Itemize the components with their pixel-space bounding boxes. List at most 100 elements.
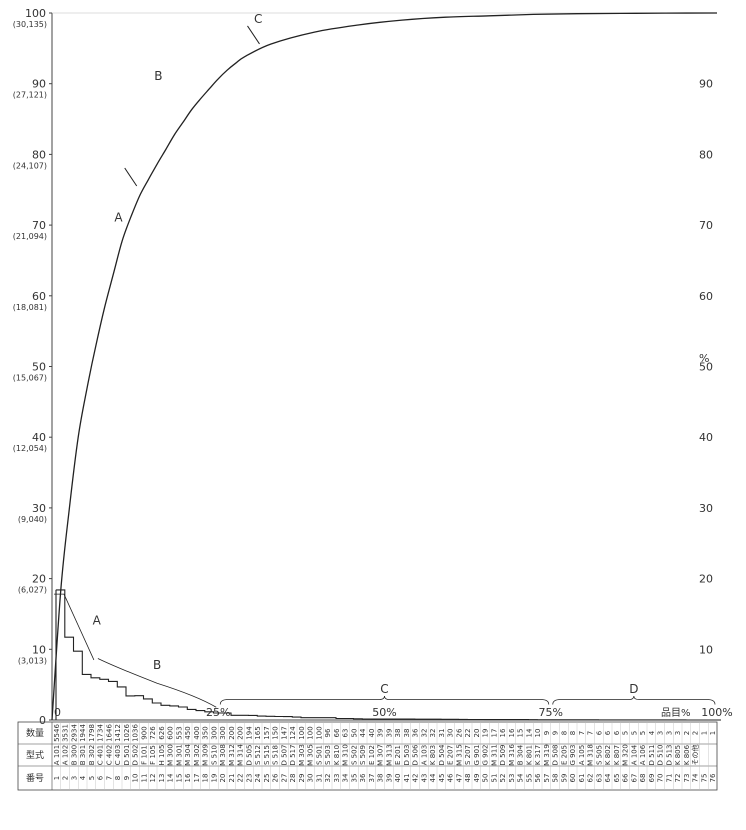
table-model: D 506 xyxy=(412,744,420,766)
y-tick-sublabel: (18,081) xyxy=(13,303,47,312)
table-model: G 901 xyxy=(473,744,481,765)
chart-axes xyxy=(51,12,717,721)
table-number: 15 xyxy=(175,774,183,783)
table-row-label: 型式 xyxy=(26,749,44,761)
individual-bars xyxy=(55,589,721,721)
table-number: 60 xyxy=(569,774,577,783)
table-model: E 201 xyxy=(394,745,402,765)
table-number: 27 xyxy=(280,774,288,783)
table-model: K 805 xyxy=(674,745,682,765)
table-number: 2 xyxy=(62,776,70,780)
table-number: 1 xyxy=(53,776,61,780)
y-tick-label-right: 90 xyxy=(699,78,713,91)
y-tick-label: 0 xyxy=(39,714,46,727)
table-model: M 312 xyxy=(228,744,236,766)
y-tick-label-right: 40 xyxy=(699,431,713,444)
y-tick-label-right: 10 xyxy=(699,643,713,656)
table-quantity: 553 xyxy=(175,726,183,739)
y-tick-sublabel: (30,135) xyxy=(13,20,47,29)
table-number: 10 xyxy=(132,774,140,783)
table-number: 74 xyxy=(692,773,700,782)
bar-group-brace xyxy=(97,658,217,708)
table-number: 37 xyxy=(368,774,376,783)
table-quantity: 157 xyxy=(263,726,271,739)
curve-divider xyxy=(247,25,260,45)
y-tick-label: 40 xyxy=(32,431,46,444)
table-model: A 104 xyxy=(630,744,638,765)
table-number: 4 xyxy=(79,775,87,780)
x-tick-label: 50% xyxy=(372,706,396,719)
table-number: 38 xyxy=(377,774,385,783)
table-quantity: 5 xyxy=(639,731,647,735)
table-model: K 810 xyxy=(333,745,341,765)
table-number: 67 xyxy=(630,774,638,783)
y-tick-label: 10 xyxy=(32,643,46,656)
table-model: A 103 xyxy=(420,745,428,765)
table-quantity: 3 xyxy=(665,731,673,735)
table-number: 36 xyxy=(359,773,367,782)
y-axis-label-right: % xyxy=(699,352,709,365)
table-number: 50 xyxy=(482,774,490,783)
table-model: M 310 xyxy=(342,744,350,766)
table-model: E 205 xyxy=(560,745,568,765)
table-model: K 801 xyxy=(525,745,533,765)
table-model: F 105 xyxy=(149,745,157,765)
table-quantity: 1 xyxy=(700,731,708,735)
y-tick-sublabel: (24,107) xyxy=(13,161,47,170)
table-model: D 502 xyxy=(132,745,140,766)
table-model: H 105 xyxy=(158,745,166,766)
table-model: D 504 xyxy=(438,744,446,766)
table-model: B 304 xyxy=(517,744,525,765)
table-number: 66 xyxy=(622,773,630,782)
table-quantity: 1944 xyxy=(79,724,87,742)
table-number: 32 xyxy=(324,774,332,783)
table-model: S 509 xyxy=(359,745,367,765)
table-number: 70 xyxy=(657,774,665,783)
table-quantity: 100 xyxy=(307,726,315,739)
table-number: 3 xyxy=(70,776,78,780)
table-model: D 508 xyxy=(552,745,560,766)
table-quantity: 5546 xyxy=(53,724,61,742)
table-quantity: 39 xyxy=(385,729,393,738)
y-tick-label-right: 30 xyxy=(699,502,713,515)
table-quantity: 8 xyxy=(569,731,577,735)
x-axis-ticks: 0 25% 50% 75% 100% xyxy=(54,706,733,719)
y-tick-label: 90 xyxy=(32,78,46,91)
table-model: D 511 xyxy=(648,745,656,766)
bar-group-brace xyxy=(552,695,716,705)
table-quantity: 1798 xyxy=(88,724,96,742)
table-quantity: 19 xyxy=(482,729,490,738)
y-tick-label: 100 xyxy=(25,7,46,20)
bar-group-label: D xyxy=(629,682,638,696)
table-number: 30 xyxy=(307,774,315,783)
table-quantity: 22 xyxy=(464,729,472,738)
y-tick-label: 80 xyxy=(32,148,46,161)
table-quantity: 7 xyxy=(578,731,586,735)
table-number: 57 xyxy=(543,774,551,783)
table-number: 7 xyxy=(105,776,113,780)
table-quantity: 15 xyxy=(517,729,525,738)
table-number: 63 xyxy=(595,774,603,783)
table-number: 9 xyxy=(123,776,131,780)
table-quantity: 44 xyxy=(359,728,367,737)
table-number: 34 xyxy=(342,773,350,782)
y-tick-label-right: 80 xyxy=(699,148,713,161)
table-quantity: 66 xyxy=(333,728,341,737)
table-model: S 505 xyxy=(595,745,603,765)
table-number: 8 xyxy=(114,776,122,780)
y-tick-sublabel: (27,121) xyxy=(13,91,47,100)
table-number: 46 xyxy=(447,773,455,782)
y-tick-label-right: 20 xyxy=(699,573,713,586)
table-model: K 802 xyxy=(604,745,612,765)
table-model: C 403 xyxy=(114,745,122,765)
table-number: 25 xyxy=(263,774,271,783)
table-quantity: 3531 xyxy=(62,724,70,742)
table-row-label: 数量 xyxy=(26,727,44,739)
table-model: M 320 xyxy=(622,744,630,766)
bar-group-brace xyxy=(219,695,550,705)
table-number: 14 xyxy=(167,773,175,782)
x-axis-label-right: 品目% xyxy=(661,707,691,719)
table-quantity: 31 xyxy=(438,729,446,738)
table-model: M 305 xyxy=(307,744,315,766)
